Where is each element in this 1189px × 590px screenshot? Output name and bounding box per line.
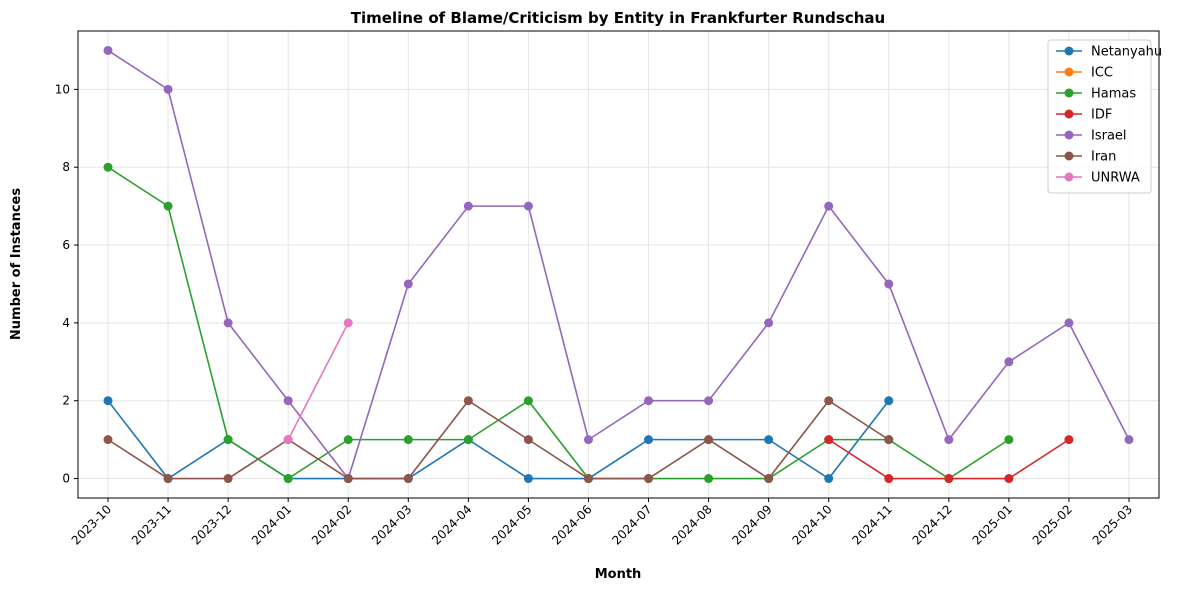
point-hamas bbox=[1004, 435, 1014, 445]
point-iran bbox=[463, 396, 473, 406]
point-iran bbox=[343, 474, 353, 484]
point-israel bbox=[283, 396, 293, 406]
point-iran bbox=[223, 474, 233, 484]
point-hamas bbox=[163, 201, 173, 211]
point-israel bbox=[223, 318, 233, 328]
series-idf bbox=[824, 435, 1074, 484]
point-hamas bbox=[463, 435, 473, 445]
chart-title: Timeline of Blame/Criticism by Entity in… bbox=[351, 9, 885, 27]
point-hamas bbox=[704, 474, 714, 484]
point-iran bbox=[644, 474, 654, 484]
point-hamas bbox=[403, 435, 413, 445]
point-idf bbox=[824, 435, 834, 445]
series-israel bbox=[103, 45, 1134, 484]
legend-marker-netanyahu bbox=[1064, 46, 1074, 56]
point-iran bbox=[523, 435, 533, 445]
point-netanyahu bbox=[764, 435, 774, 445]
x-axis-title: Month bbox=[595, 567, 642, 582]
legend-marker-idf bbox=[1064, 109, 1074, 119]
point-hamas bbox=[283, 474, 293, 484]
point-netanyahu bbox=[103, 396, 113, 406]
point-iran bbox=[163, 474, 173, 484]
point-iran bbox=[704, 435, 714, 445]
point-israel bbox=[1004, 357, 1014, 367]
point-israel bbox=[463, 201, 473, 211]
point-israel bbox=[403, 279, 413, 289]
series-line-iran bbox=[107, 399, 890, 480]
point-israel bbox=[523, 201, 533, 211]
legend-label-icc: ICC bbox=[1091, 66, 1113, 81]
series-line-israel bbox=[107, 49, 1130, 481]
legend-label-israel: Israel bbox=[1091, 129, 1127, 144]
point-idf bbox=[1064, 435, 1074, 445]
legend-label-unrwa: UNRWA bbox=[1091, 171, 1140, 186]
y-axis-title: Number of Instances bbox=[9, 188, 24, 340]
point-israel bbox=[764, 318, 774, 328]
point-netanyahu bbox=[523, 474, 533, 484]
legend-marker-unrwa bbox=[1064, 172, 1074, 182]
y-tick-label: 0 bbox=[62, 472, 70, 486]
legend-marker-iran bbox=[1064, 151, 1074, 161]
point-israel bbox=[824, 201, 834, 211]
point-unrwa bbox=[343, 318, 353, 328]
point-iran bbox=[583, 474, 593, 484]
y-tick-label: 2 bbox=[62, 394, 70, 408]
legend-marker-hamas bbox=[1064, 88, 1074, 98]
y-tick-label: 4 bbox=[62, 316, 70, 330]
point-hamas bbox=[523, 396, 533, 406]
legend-label-idf: IDF bbox=[1091, 108, 1112, 123]
legend-box bbox=[1047, 39, 1152, 194]
y-tick-label: 6 bbox=[62, 238, 70, 252]
point-netanyahu bbox=[644, 435, 654, 445]
point-idf bbox=[944, 474, 954, 484]
series-unrwa bbox=[283, 318, 353, 445]
legend-label-netanyahu: Netanyahu bbox=[1091, 45, 1162, 60]
series-line-unrwa bbox=[287, 322, 349, 440]
point-israel bbox=[704, 396, 714, 406]
point-israel bbox=[583, 435, 593, 445]
point-hamas bbox=[343, 435, 353, 445]
legend-label-hamas: Hamas bbox=[1091, 87, 1136, 102]
point-israel bbox=[1064, 318, 1074, 328]
point-israel bbox=[884, 279, 894, 289]
y-tick-label: 10 bbox=[55, 82, 70, 96]
point-hamas bbox=[223, 435, 233, 445]
point-iran bbox=[764, 474, 774, 484]
plot-frame bbox=[77, 30, 1160, 499]
point-iran bbox=[103, 435, 113, 445]
point-israel bbox=[103, 45, 113, 55]
point-iran bbox=[824, 396, 834, 406]
point-israel bbox=[944, 435, 954, 445]
legend-marker-icc bbox=[1064, 67, 1074, 77]
point-netanyahu bbox=[824, 474, 834, 484]
point-israel bbox=[644, 396, 654, 406]
point-israel bbox=[163, 84, 173, 94]
point-iran bbox=[403, 474, 413, 484]
point-idf bbox=[1004, 474, 1014, 484]
legend-label-iran: Iran bbox=[1091, 150, 1116, 165]
point-israel bbox=[1124, 435, 1134, 445]
legend: Netanyahu ICC Hamas IDF Israel Iran UNRWA bbox=[1047, 39, 1162, 194]
point-idf bbox=[884, 474, 894, 484]
point-hamas bbox=[103, 162, 113, 172]
point-netanyahu bbox=[884, 396, 894, 406]
y-tick-label: 8 bbox=[62, 160, 70, 174]
point-iran bbox=[884, 435, 894, 445]
legend-marker-israel bbox=[1064, 130, 1074, 140]
point-unrwa bbox=[283, 435, 293, 445]
